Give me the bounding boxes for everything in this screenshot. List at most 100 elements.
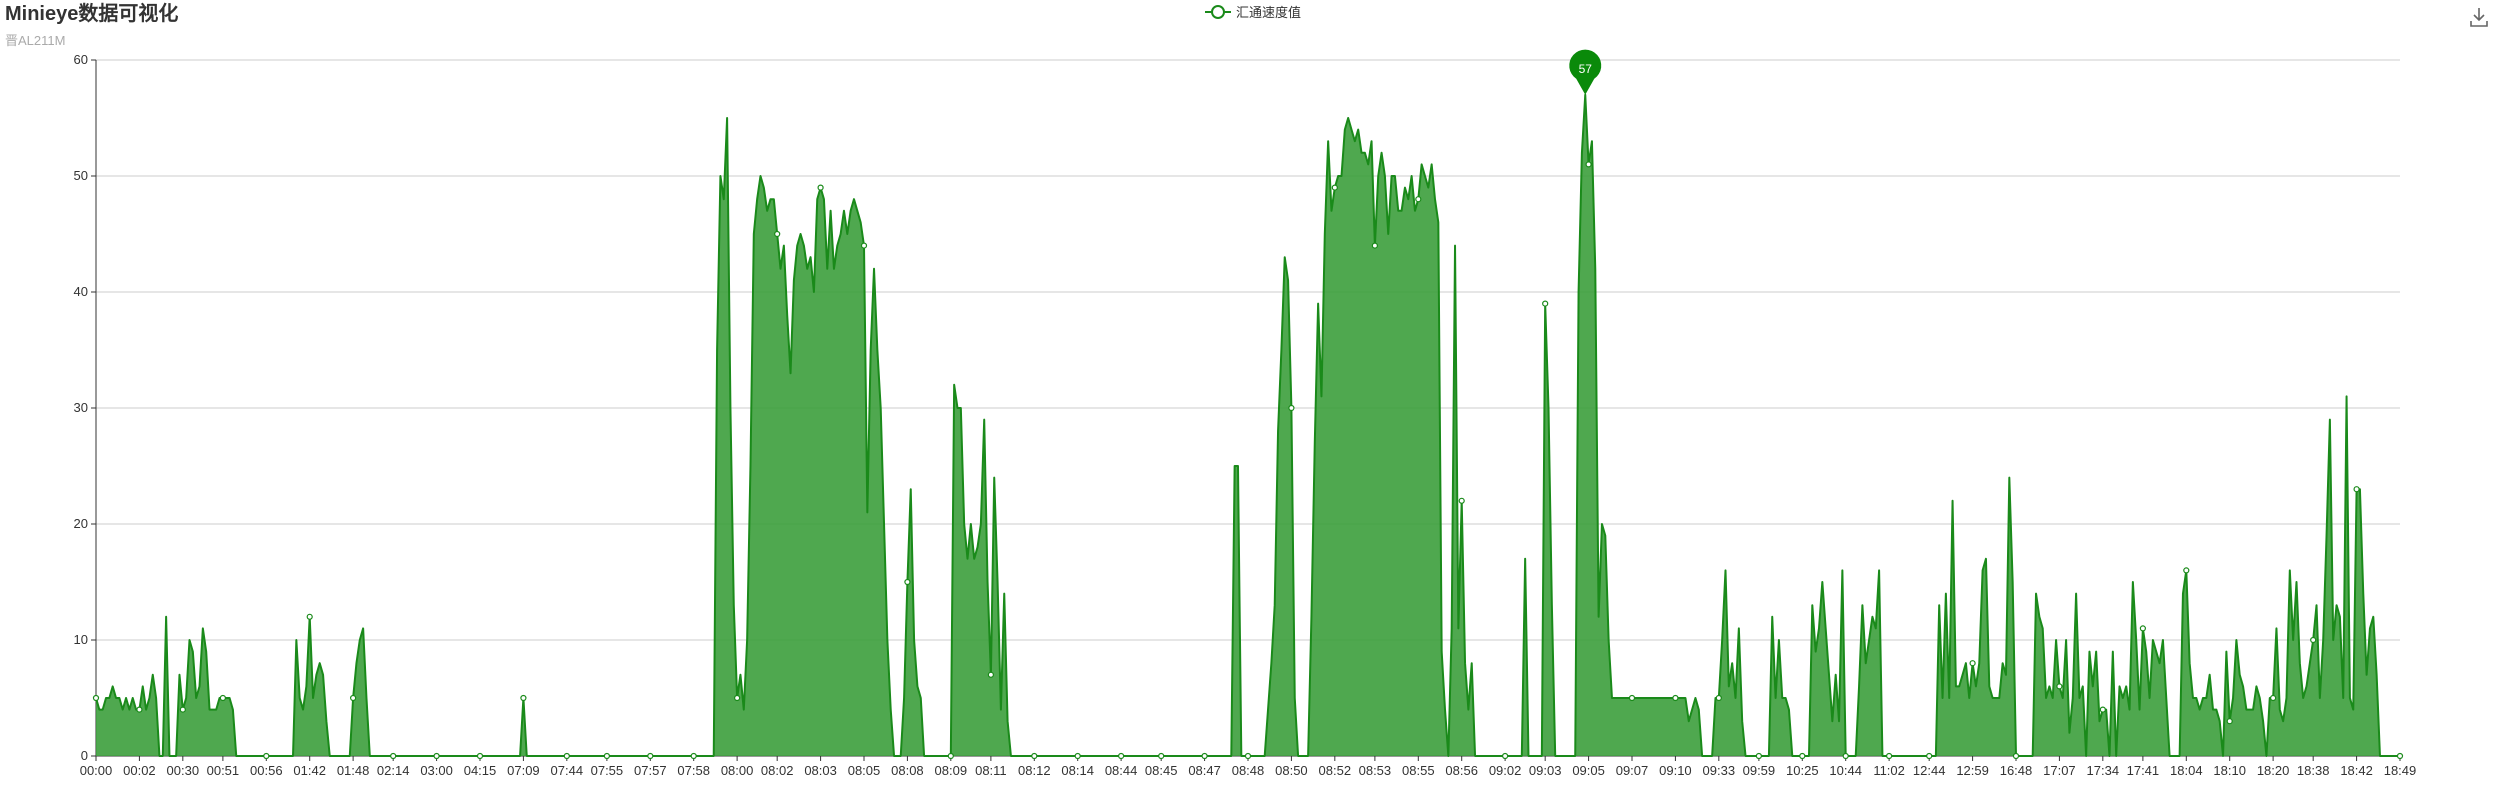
- chart-subtitle: 晋AL211M: [5, 33, 66, 48]
- data-point: [1672, 694, 1679, 702]
- data-point: [1458, 497, 1465, 504]
- data-point: [1585, 161, 1592, 168]
- x-tick-label: 09:33: [1703, 763, 1736, 778]
- x-tick-label: 08:03: [804, 763, 837, 778]
- data-point: [2310, 636, 2317, 644]
- data-point: [1201, 752, 1208, 760]
- data-point: [1628, 694, 1636, 702]
- legend-line-circle-icon: [1205, 4, 1231, 19]
- x-tick-label: 12:44: [1913, 763, 1946, 778]
- data-point: [774, 230, 781, 238]
- x-tick-label: 18:10: [2213, 763, 2246, 778]
- series-line: [95, 93, 2400, 757]
- x-tick-label: 07:55: [591, 763, 624, 778]
- download-icon[interactable]: [2468, 6, 2490, 28]
- data-point: [2139, 625, 2146, 632]
- data-point: [1118, 752, 1125, 760]
- data-point: [2396, 752, 2404, 760]
- y-tick-label: 20: [74, 516, 88, 531]
- data-point: [563, 752, 570, 760]
- data-point: [2226, 718, 2233, 725]
- x-tick-label: 08:08: [891, 763, 924, 778]
- x-tick-label: 10:25: [1786, 763, 1819, 778]
- y-tick-label: 40: [74, 284, 88, 299]
- data-point: [1842, 752, 1849, 760]
- x-tick-label: 00:51: [207, 763, 240, 778]
- x-tick-label: 07:09: [507, 763, 540, 778]
- legend[interactable]: 汇通速度值: [1205, 2, 1301, 21]
- x-tick-label: 08:45: [1145, 763, 1178, 778]
- data-point: [734, 694, 741, 702]
- data-point: [390, 752, 397, 760]
- legend-label: 汇通速度值: [1236, 5, 1302, 20]
- data-point: [92, 694, 100, 702]
- x-tick-label: 08:53: [1359, 763, 1392, 778]
- x-tick-label: 07:57: [634, 763, 667, 778]
- x-tick-label: 08:12: [1018, 763, 1051, 778]
- y-tick-label: 0: [81, 748, 88, 763]
- x-tick-label: 12:59: [1956, 763, 1989, 778]
- data-point: [2353, 486, 2360, 493]
- x-tick-label: 09:02: [1489, 763, 1522, 778]
- x-tick-label: 17:07: [2043, 763, 2076, 778]
- data-point: [1031, 752, 1038, 760]
- data-point: [860, 242, 868, 249]
- data-point: [1969, 660, 1976, 667]
- x-tick-label: 00:56: [250, 763, 283, 778]
- data-point: [2056, 683, 2063, 690]
- x-tick-label: 08:48: [1232, 763, 1265, 778]
- data-point: [1158, 752, 1165, 760]
- max-marker-pin: [1569, 49, 1602, 95]
- x-tick-label: 08:44: [1105, 763, 1138, 778]
- x-tick-label: 08:56: [1445, 763, 1478, 778]
- data-point: [1542, 300, 1549, 307]
- data-point: [520, 694, 527, 702]
- x-tick-label: 18:20: [2257, 763, 2290, 778]
- x-tick-label: 09:59: [1743, 763, 1776, 778]
- data-point: [647, 752, 654, 760]
- data-point: [2099, 706, 2106, 713]
- x-tick-label: 08:11: [975, 763, 1007, 778]
- x-tick-label: 18:49: [2384, 763, 2417, 778]
- data-point: [1415, 196, 1422, 203]
- data-point: [350, 694, 357, 702]
- x-tick-label: 10:44: [1829, 763, 1862, 778]
- x-tick-label: 08:55: [1402, 763, 1435, 778]
- y-tick-label: 10: [74, 632, 88, 647]
- y-tick-label: 30: [74, 400, 88, 415]
- x-tick-label: 02:14: [377, 763, 410, 778]
- data-point: [1755, 752, 1762, 760]
- x-tick-label: 08:05: [848, 763, 881, 778]
- data-point: [263, 752, 270, 760]
- x-tick-label: 01:42: [293, 763, 326, 778]
- data-point: [1799, 752, 1806, 760]
- x-tick-label: 08:52: [1319, 763, 1352, 778]
- data-point: [1886, 752, 1893, 760]
- x-tick-label: 09:05: [1572, 763, 1605, 778]
- data-point: [1331, 184, 1338, 191]
- y-tick-label: 60: [74, 52, 88, 67]
- data-point: [306, 613, 313, 620]
- x-tick-label: 09:07: [1616, 763, 1649, 778]
- x-tick-label: 08:14: [1061, 763, 1094, 778]
- x-tick-label: 04:15: [464, 763, 497, 778]
- data-point: [1074, 752, 1081, 760]
- x-tick-label: 09:03: [1529, 763, 1562, 778]
- x-tick-label: 00:02: [123, 763, 156, 778]
- x-tick-label: 08:47: [1188, 763, 1221, 778]
- data-point: [690, 752, 697, 760]
- x-tick-label: 18:42: [2340, 763, 2373, 778]
- x-tick-label: 16:48: [2000, 763, 2033, 778]
- data-point: [947, 752, 954, 760]
- data-point: [603, 752, 610, 760]
- data-point: [1244, 752, 1252, 760]
- x-tick-label: 18:38: [2297, 763, 2330, 778]
- x-tick-label: 08:02: [761, 763, 794, 778]
- x-tick-label: 03:00: [420, 763, 453, 778]
- data-point: [433, 752, 440, 760]
- data-point: [817, 184, 824, 191]
- data-point: [136, 706, 143, 713]
- data-point: [1502, 752, 1509, 760]
- data-point: [179, 706, 186, 713]
